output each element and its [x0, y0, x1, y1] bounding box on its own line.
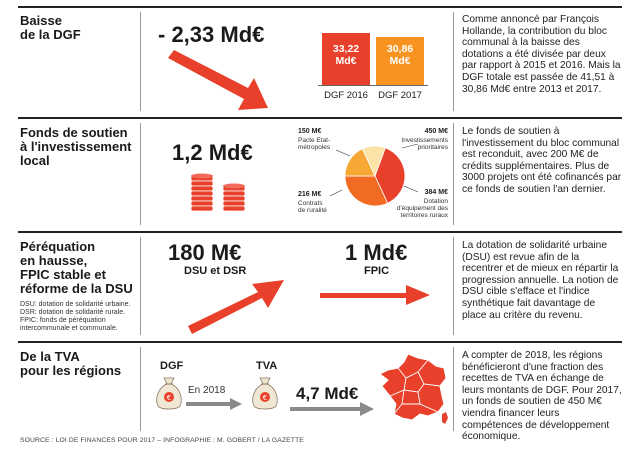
france-map-icon	[379, 353, 448, 424]
section-4-text: A compter de 2018, les régions bénéficie…	[462, 350, 622, 443]
dgf-label: DGF	[160, 360, 184, 372]
pie-slice-pacte	[361, 145, 386, 178]
pie-label-investissements: Investissements prioritaires	[401, 137, 448, 152]
svg-text:€: €	[263, 394, 267, 402]
tva-amount-value: 4,7 Md€	[296, 384, 359, 403]
column-divider	[453, 123, 454, 225]
gray-right-arrow	[290, 402, 374, 416]
bar-baseline	[318, 85, 428, 86]
dgf-2016-bar	[322, 33, 370, 85]
bar-label-2016: DGF 2016	[324, 90, 368, 101]
svg-text:€: €	[167, 394, 171, 402]
pie-slice-dotation	[344, 175, 389, 207]
abbrev-note-dsu: DSU: dotation de solidarité urbaine.	[20, 301, 131, 308]
pie-slice-investissements	[374, 147, 406, 204]
column-divider	[140, 347, 141, 431]
pie-value-contrats: 216 M€	[298, 191, 322, 198]
section-2-text: Le fonds de soutien à l'investissement d…	[462, 126, 622, 195]
section-divider	[18, 231, 622, 233]
right-arrow	[320, 285, 430, 305]
fpic-label: FPIC	[364, 265, 390, 277]
column-divider	[453, 237, 454, 335]
money-bag-icon: €	[252, 377, 278, 410]
pie-label-contrats: Contrats de ruralité	[298, 200, 327, 215]
abbrev-note-fpic: FPIC: fonds de péréquation intercommunal…	[20, 317, 118, 332]
column-divider	[140, 237, 141, 335]
fund-total-value: 1,2 Md€	[172, 140, 253, 165]
pie-value-dotation: 384 M€	[424, 189, 448, 196]
bar-value-2016: 33,22 Md€	[332, 43, 360, 67]
up-arrow	[188, 280, 284, 334]
column-divider	[140, 123, 141, 225]
column-divider	[453, 12, 454, 111]
small-right-arrow	[186, 398, 242, 410]
column-divider	[453, 347, 454, 431]
pie-label-pacte: Pacte Etat- métropoles	[298, 137, 331, 152]
column-divider	[140, 12, 141, 111]
section-3-title: Péréquation en hausse, FPIC stable et ré…	[20, 239, 133, 296]
dsu-dsr-value: 180 M€	[168, 240, 242, 265]
dgf-decrease-value: - 2,33 Md€	[158, 22, 265, 47]
fpic-value: 1 Md€	[345, 240, 408, 265]
section-divider	[18, 6, 622, 8]
coin-stack-icon	[190, 173, 246, 212]
year-label: En 2018	[188, 385, 226, 396]
pie-value-investissements: 450 M€	[424, 128, 448, 135]
section-divider	[18, 117, 622, 119]
tva-label: TVA	[256, 360, 278, 372]
section-3-text: La dotation de solidarité urbaine (DSU) …	[462, 240, 619, 321]
money-bag-icon: €	[156, 377, 182, 410]
dgf-2017-bar	[376, 37, 424, 85]
pie-leader-lines	[329, 143, 419, 197]
section-divider	[18, 341, 622, 343]
section-1-title: Baisse de la DGF	[20, 13, 81, 42]
pie-label-dotation: Dotation d'équipement des territoires ru…	[396, 198, 448, 220]
fund-pie-chart	[344, 145, 406, 207]
bar-value-2017: 30,86 Md€	[386, 43, 414, 67]
down-arrow	[168, 50, 268, 110]
dsu-dsr-label: DSU et DSR	[184, 265, 247, 277]
section-1-text: Comme annoncé par François Hollande, la …	[462, 14, 621, 95]
section-2-title: Fonds de soutien à l'investissement loca…	[20, 125, 132, 168]
abbrev-note-dsr: DSR: dotation de solidarité rurale.	[20, 309, 126, 316]
bar-label-2017: DGF 2017	[378, 90, 422, 101]
section-4-title: De la TVA pour les régions	[20, 349, 122, 378]
source-credit: SOURCE : LOI DE FINANCES POUR 2017 – INF…	[20, 437, 304, 444]
pie-value-pacte: 150 M€	[298, 128, 322, 135]
